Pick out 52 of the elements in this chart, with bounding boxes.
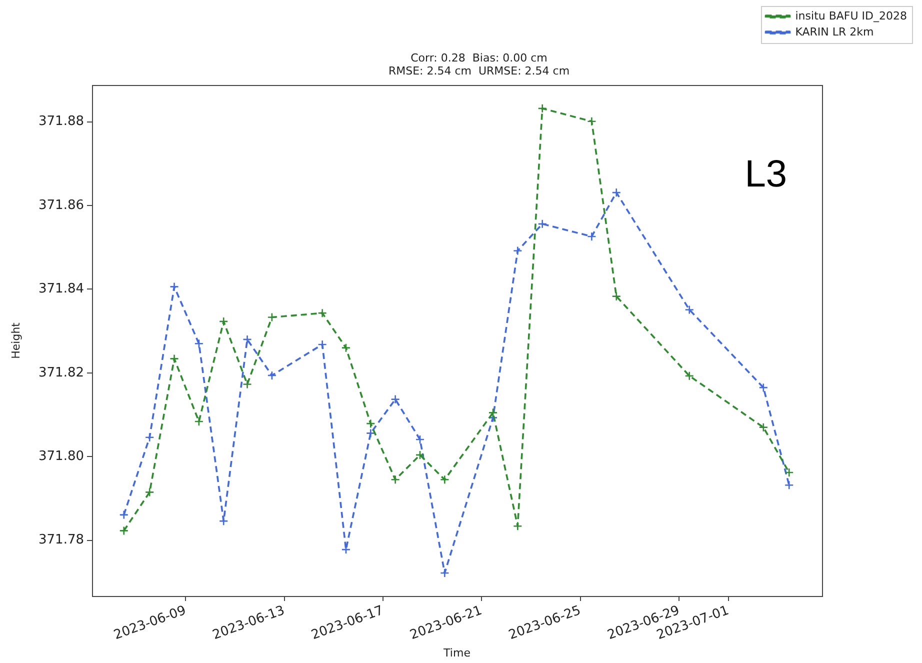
point (415, 450, 425, 460)
point (684, 305, 694, 314)
point (488, 408, 498, 418)
point (194, 338, 204, 348)
point (242, 380, 252, 389)
point (513, 521, 522, 531)
point (144, 432, 154, 442)
point (390, 394, 400, 404)
point (218, 516, 228, 526)
y-axis-title: Height (9, 322, 22, 359)
point (784, 480, 794, 490)
y-tick-label: 371.78 (38, 532, 84, 548)
point (390, 475, 400, 484)
point (366, 418, 376, 428)
y-tick-label: 371.80 (38, 449, 84, 464)
legend-label: insitu BAFU ID_2028 (795, 9, 908, 22)
point (242, 334, 252, 344)
point (170, 354, 179, 364)
y-tick-label: 371.88 (38, 114, 84, 130)
point (318, 340, 327, 350)
point (341, 343, 351, 352)
point (318, 308, 327, 318)
point (170, 282, 179, 292)
point (415, 434, 425, 444)
y-tick-label: 371.84 (38, 282, 84, 297)
point (218, 316, 228, 326)
point (119, 526, 129, 536)
point (440, 475, 450, 484)
point (513, 246, 522, 256)
point (587, 232, 596, 242)
point (758, 422, 768, 432)
annotation: L3 (744, 153, 787, 196)
y-tick-label: 371.82 (38, 365, 84, 380)
point (612, 292, 622, 301)
point (144, 488, 154, 497)
point (440, 568, 450, 578)
point (538, 219, 547, 229)
chart-title: Corr: 0.28 Bias: 0.00 cm RMSE: 2.54 cm URMSE: 2.54 cm (388, 51, 570, 78)
point (267, 312, 277, 322)
point (684, 371, 694, 381)
point (758, 382, 768, 392)
legend-label: KARIN LR 2km (795, 25, 874, 38)
point (587, 116, 596, 126)
x-axis-title: Time (442, 646, 471, 660)
point (194, 416, 204, 426)
point (784, 468, 794, 478)
point (267, 370, 277, 380)
point (366, 428, 376, 438)
y-tick-label: 371.86 (38, 198, 84, 213)
point (119, 510, 129, 520)
point (612, 188, 622, 198)
point (538, 104, 547, 114)
